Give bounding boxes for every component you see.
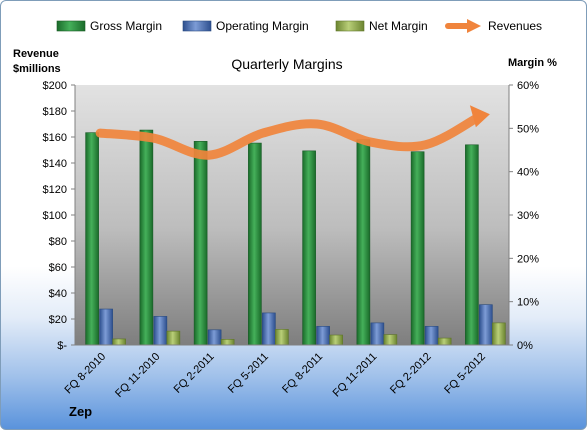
net-margin-bar	[166, 330, 181, 346]
operating-margin-bar	[207, 329, 222, 346]
y-left-label-line1: Revenue	[13, 48, 59, 60]
y-left-tick-label: $20	[49, 314, 67, 326]
net-margin-bar	[437, 337, 452, 346]
operating-margin-bar	[479, 304, 493, 346]
operating-margin-bar	[370, 322, 385, 346]
y-left-tick-label: $60	[49, 262, 67, 274]
legend-swatch-net-margin	[335, 20, 365, 32]
legend: Gross Margin Operating Margin Net Margin…	[56, 19, 542, 33]
x-tick-label: FQ 11-2011	[331, 351, 380, 400]
legend-swatch-operating-margin	[182, 20, 212, 32]
y-right-tick-label: 40%	[517, 167, 539, 179]
y-left-tick-label: $40	[49, 288, 67, 300]
gross-margin-bar	[465, 144, 479, 346]
net-margin-bar	[492, 322, 506, 346]
legend-swatch-gross-margin	[56, 20, 86, 32]
operating-margin-bar	[99, 308, 113, 346]
y-left-tick-label: $160	[43, 132, 67, 144]
company-label: Zep	[69, 404, 92, 419]
legend-label-revenues: Revenues	[488, 19, 542, 33]
y-right-tick-label: 50%	[517, 123, 539, 135]
revenues-line	[95, 111, 485, 160]
net-margin-bar	[220, 339, 235, 346]
x-tick-label: FQ 8-2010	[63, 351, 109, 397]
y-right-tick-label: 30%	[517, 210, 539, 222]
operating-margin-bar	[424, 326, 439, 346]
gross-margin-bar	[410, 151, 425, 346]
net-margin-bar	[275, 329, 289, 346]
y-left-tick-label: $120	[43, 184, 67, 196]
x-tick-label: FQ 2-2011	[172, 351, 217, 396]
x-axis: FQ 8-2010 FQ 11-2010 FQ 2-2011 FQ 5-2011 FQ …	[63, 344, 509, 400]
gross-margin-bar	[193, 141, 208, 346]
y-right-tick-label: 20%	[517, 253, 539, 265]
gross-margin-bar	[85, 132, 99, 346]
y-left-tick-label: $200	[43, 80, 67, 92]
x-tick-label: FQ 11-2010	[113, 351, 162, 400]
legend-label-net-margin: Net Margin	[369, 19, 428, 33]
y-left-tick-label: $-	[57, 340, 67, 352]
operating-margin-bar	[153, 316, 168, 346]
net-margin-bar	[383, 334, 398, 346]
net-margin-bar	[329, 334, 343, 346]
gross-margin-bar	[248, 142, 262, 346]
legend-item-gross-margin: Gross Margin	[56, 19, 162, 33]
y-left-tick-label: $80	[49, 236, 67, 248]
y-left-tick-label: $140	[43, 158, 67, 170]
y-right-tick-label: 0%	[517, 340, 533, 352]
y-left-axis: $- $20 $40 $60 $80 $100 $120 $140 $160 $180 $200	[43, 80, 76, 352]
y-left-label-line2: $millions	[13, 63, 61, 75]
y-right-label: Margin %	[508, 57, 557, 69]
x-tick-label: FQ 5-2011	[226, 351, 271, 396]
gross-margin-bar	[139, 129, 154, 346]
x-tick-label: FQ 8-2011	[280, 351, 325, 396]
chart-title: Quarterly Margins	[231, 56, 342, 72]
legend-label-operating-margin: Operating Margin	[216, 19, 309, 33]
legend-item-operating-margin: Operating Margin	[182, 19, 309, 33]
y-left-tick-label: $100	[43, 210, 67, 222]
operating-margin-bar	[316, 326, 330, 346]
x-tick-label: FQ 2-2012	[388, 351, 434, 397]
operating-margin-bar	[262, 312, 276, 346]
y-right-tick-label: 10%	[517, 297, 539, 309]
gross-margin-bar	[302, 150, 316, 346]
net-margin-bar	[112, 338, 126, 346]
legend-item-revenues: Revenues	[445, 19, 542, 33]
y-left-tick-label: $180	[43, 106, 67, 118]
y-right-axis: 0% 10% 20% 30% 40% 50% 60%	[508, 80, 539, 352]
legend-label-gross-margin: Gross Margin	[90, 19, 162, 33]
gross-margin-bar	[356, 139, 371, 346]
revenue-line	[95, 105, 490, 160]
y-right-tick-label: 60%	[517, 80, 539, 92]
legend-item-net-margin: Net Margin	[335, 19, 428, 33]
x-tick-label: FQ 5-2012	[442, 351, 488, 397]
revenues-arrowhead	[469, 105, 490, 128]
